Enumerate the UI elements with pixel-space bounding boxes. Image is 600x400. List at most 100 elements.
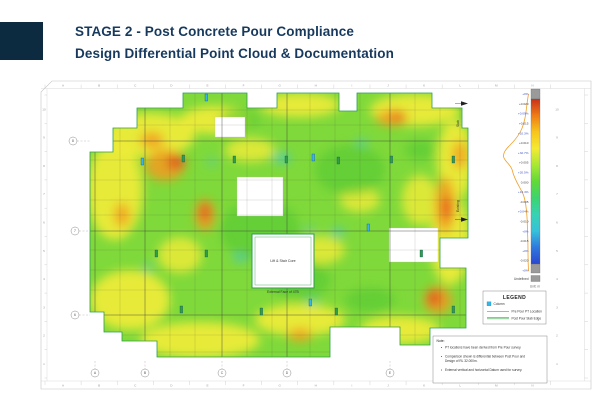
ruler-letter-bottom: H xyxy=(315,383,317,387)
ruler-number-left: 8 xyxy=(43,164,45,168)
scale-labels: +0% +0.020 +0.09% +0.015 +10.3% +0.010 +32.7% +… xyxy=(518,92,529,272)
ruler-number-left: 10 xyxy=(42,107,46,111)
ruler-letter-top: K xyxy=(423,83,426,87)
ruler-number-right: 5 xyxy=(556,249,558,253)
slab-opening xyxy=(388,227,439,263)
grid-bubble-col-label: C xyxy=(221,371,224,375)
pt-marker xyxy=(389,155,393,164)
pt-marker xyxy=(284,155,288,164)
ruler-number-left: 6 xyxy=(43,220,45,224)
sheet-border xyxy=(40,80,592,390)
ruler-letter-bottom: M xyxy=(495,383,498,387)
grid-bubble-col xyxy=(140,368,150,378)
slab-edge-outline xyxy=(89,92,469,358)
slab-openings xyxy=(214,116,439,263)
unit-label: Unit: m xyxy=(530,285,540,289)
ruler-letter-top: E xyxy=(206,83,208,87)
ruler-number-right: 1 xyxy=(556,362,558,366)
column-marker xyxy=(311,153,315,162)
existing-annotation: Existing xyxy=(455,200,468,222)
existing-arrow-icon xyxy=(461,217,468,222)
pt-marker xyxy=(336,156,340,165)
ruler-number-right: 3 xyxy=(556,305,558,309)
ruler-letter-top: B xyxy=(98,83,100,87)
grid-bubble-row-label: 8 xyxy=(72,139,74,143)
ruler-letter-top: G xyxy=(278,83,281,87)
ruler-number-right: 6 xyxy=(556,220,558,224)
ruler-number-right: 7 xyxy=(556,192,558,196)
pt-marker xyxy=(451,155,455,164)
title-line-2: Design Differential Point Cloud & Docume… xyxy=(75,46,394,61)
scale-percent-label: +13.4% xyxy=(518,190,529,194)
ruler-letter-bottom: A xyxy=(62,383,65,387)
pt-marker xyxy=(154,249,158,258)
pt-marker xyxy=(259,307,263,316)
ruler-letter-bottom: C xyxy=(134,383,137,387)
legend-box: LEGEND Column Pre Pour PT Location Post Po… xyxy=(482,290,547,325)
ruler-letter-top: F xyxy=(243,83,245,87)
ruler-letter-bottom: N xyxy=(531,383,533,387)
ruler-letter-top: I xyxy=(351,83,352,87)
scale-cap-bottom xyxy=(530,263,541,274)
ruler-letter-bottom: L xyxy=(459,383,461,387)
scale-value-label: -0.020 xyxy=(520,259,529,263)
core-box: Lift & Stair Core xyxy=(251,233,315,289)
legend-item-label: Pre Pour PT Location xyxy=(512,310,543,314)
grid-bubble-col-label: E xyxy=(389,371,392,375)
notes-items: • PT locations have been derived from Pre… xyxy=(441,346,525,372)
scale-percent-label: +0% xyxy=(522,269,529,273)
ruler-letter-top: M xyxy=(495,83,498,87)
column-marker xyxy=(204,93,208,102)
brand-block xyxy=(0,22,43,60)
slab-annotation: Slab xyxy=(455,101,468,127)
grid-bubble-row-label: 7 xyxy=(74,229,76,233)
grid-bubble-row xyxy=(68,136,78,146)
ruler-number-right: 2 xyxy=(556,334,558,338)
scale-value-label: +0.005 xyxy=(519,161,529,165)
ruler-letter-bottom: K xyxy=(423,383,426,387)
color-scale: +0% +0.020 +0.09% +0.015 +10.3% +0.010 +32.7% +… xyxy=(503,88,541,289)
note-bullet-icon: • xyxy=(441,346,442,350)
ruler-number-right: 4 xyxy=(556,277,558,281)
undefined-label: Undefined xyxy=(514,277,529,281)
legend-title: LEGEND xyxy=(503,295,526,301)
scale-gradient-bar xyxy=(530,98,541,265)
note-line: Design of RL 32.000m. xyxy=(445,359,478,363)
grid-bubble-col xyxy=(282,368,292,378)
ruler-letter-bottom: J xyxy=(387,383,389,387)
grid-bubble-col-label: D xyxy=(286,371,289,375)
ruler-letter-bottom: F xyxy=(243,383,245,387)
notes-heading: Note: xyxy=(437,339,445,343)
ruler-letter-top: C xyxy=(134,83,137,87)
ruler-number-left: 5 xyxy=(43,249,45,253)
pt-marker xyxy=(232,155,236,164)
note-bullet-icon: • xyxy=(441,355,442,359)
ruler-number-right: 10 xyxy=(555,107,559,111)
existing-label: Existing xyxy=(456,200,460,212)
scale-percent-label: +20.5% xyxy=(518,171,529,175)
grid-bubble-col xyxy=(90,368,100,378)
legend-item-label: Post Pour Slab Edge xyxy=(512,316,542,320)
ruler-letter-bottom: I xyxy=(351,383,352,387)
ruler-number-left: 2 xyxy=(43,334,45,338)
grid-bubble-row xyxy=(70,226,80,236)
column-marker xyxy=(140,157,144,166)
legend-items: Column Pre Pour PT Location Post Pour Slab… xyxy=(486,301,543,320)
scale-percent-label: +0.09% xyxy=(518,112,529,116)
slab-arrow-icon xyxy=(461,101,468,106)
grid-bubble-col-label: A xyxy=(94,371,97,375)
ruler-letter-top: D xyxy=(170,83,173,87)
scale-cap-top xyxy=(530,88,541,100)
scale-value-label: +0.015 xyxy=(519,122,529,126)
ruler-letter-top: J xyxy=(387,83,389,87)
ruler-number-right: 8 xyxy=(556,164,558,168)
scale-percent-label: +0% xyxy=(522,92,529,96)
ruler-number-left: 3 xyxy=(43,305,45,309)
undefined-swatch xyxy=(530,275,541,282)
ruler-letter-top: A xyxy=(62,83,65,87)
scale-value-label: -0.010 xyxy=(520,220,529,224)
notes-box: Note: • PT locations have been derived fr… xyxy=(432,335,548,384)
scale-value-label: -0.005 xyxy=(520,200,529,204)
ruler-letter-top: L xyxy=(459,83,461,87)
